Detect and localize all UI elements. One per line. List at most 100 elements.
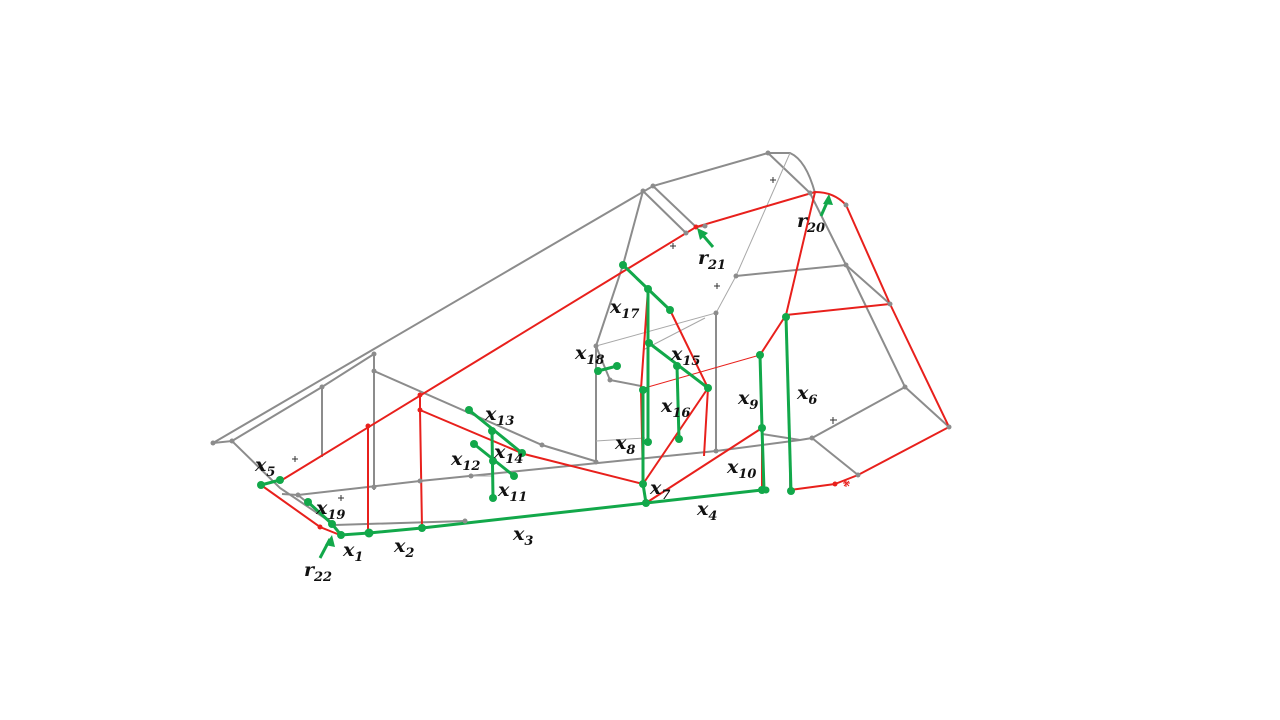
node: [210, 440, 216, 446]
node: [593, 343, 599, 349]
frame-rear-upper: [595, 190, 644, 462]
cross-marker: [770, 177, 776, 183]
node: [371, 351, 377, 357]
node: [488, 427, 496, 435]
label-x3: x3: [512, 523, 533, 549]
node: [619, 261, 627, 269]
label-x6: x6: [796, 382, 817, 408]
label-x5: x5: [254, 454, 275, 480]
node: [902, 384, 908, 390]
node: [593, 459, 599, 465]
node: [276, 476, 284, 484]
node: [462, 518, 468, 524]
red-nodes: [317, 224, 838, 530]
green-x6: [784, 316, 793, 492]
node: [645, 339, 653, 347]
node: [465, 406, 473, 414]
label-x14: x14: [493, 441, 523, 467]
node: [417, 392, 423, 398]
frame-rail-a: [231, 353, 375, 442]
label-x8: x8: [614, 432, 635, 458]
node: [673, 362, 681, 370]
cross-marker: [670, 243, 676, 249]
label-x17: x17: [609, 296, 639, 322]
label-r22: r22: [304, 559, 332, 585]
label-x11: x11: [497, 479, 527, 505]
frame-nodes: [210, 150, 952, 524]
cross-marker: [830, 417, 837, 424]
node: [946, 424, 952, 430]
node: [713, 310, 719, 316]
node: [613, 362, 621, 370]
node: [809, 435, 815, 441]
node: [417, 407, 423, 413]
node: [518, 449, 526, 457]
red-beam-1: [419, 409, 644, 485]
node: [683, 230, 689, 236]
label-x18: x18: [574, 342, 604, 368]
node: [539, 442, 545, 448]
node: [594, 367, 602, 375]
node: [887, 301, 893, 307]
node: [317, 524, 323, 530]
node: [702, 223, 708, 229]
red-tail: [789, 483, 836, 491]
node: [489, 457, 497, 465]
node: [758, 424, 766, 432]
label-x16: x16: [660, 395, 690, 421]
frame-outer-left: [212, 439, 336, 526]
node: [733, 273, 739, 279]
node: [418, 524, 426, 532]
node: [639, 386, 647, 394]
node: [510, 472, 518, 480]
node: [787, 487, 795, 495]
node: [639, 480, 647, 488]
frame-thin-c: [595, 437, 646, 442]
node: [644, 438, 652, 446]
node: [304, 498, 312, 506]
node: [843, 262, 849, 268]
label-r20: r20: [797, 210, 825, 236]
node: [642, 499, 650, 507]
node: [295, 492, 301, 498]
node: [713, 448, 719, 454]
red-star-marker: [843, 480, 850, 487]
frame-right-top: [735, 263, 891, 305]
node: [644, 285, 652, 293]
node: [328, 520, 336, 528]
node: [756, 351, 764, 359]
label-x4: x4: [696, 498, 717, 524]
red-rear-d: [645, 427, 763, 504]
node: [666, 306, 674, 314]
cross-marker: [338, 495, 344, 501]
label-x10: x10: [726, 456, 756, 482]
arrow-r20-head: [823, 194, 833, 205]
frame-rear-diag: [652, 185, 706, 229]
node: [607, 377, 613, 383]
node: [765, 150, 771, 156]
green-nodes: [257, 261, 795, 539]
frame-right-lower2: [761, 433, 801, 441]
cross-markers: [292, 177, 850, 501]
label-x15: x15: [670, 343, 700, 369]
frame-rear-diag2: [642, 190, 687, 234]
node: [365, 423, 371, 429]
label-x7: x7: [649, 477, 670, 503]
label-x1: x1: [342, 539, 363, 565]
node: [782, 313, 790, 321]
node: [257, 481, 265, 489]
green-x9: [758, 354, 766, 491]
node: [855, 472, 861, 478]
node: [371, 484, 377, 490]
arrow-r22-head: [325, 535, 335, 547]
label-x2: x2: [393, 535, 414, 561]
label-x12: x12: [450, 448, 480, 474]
red-rear-c: [642, 387, 709, 485]
node: [675, 435, 683, 443]
node: [807, 190, 813, 196]
cross-marker: [292, 456, 298, 462]
node: [762, 486, 770, 494]
node: [489, 494, 497, 502]
arrow-r21-head: [697, 228, 708, 240]
